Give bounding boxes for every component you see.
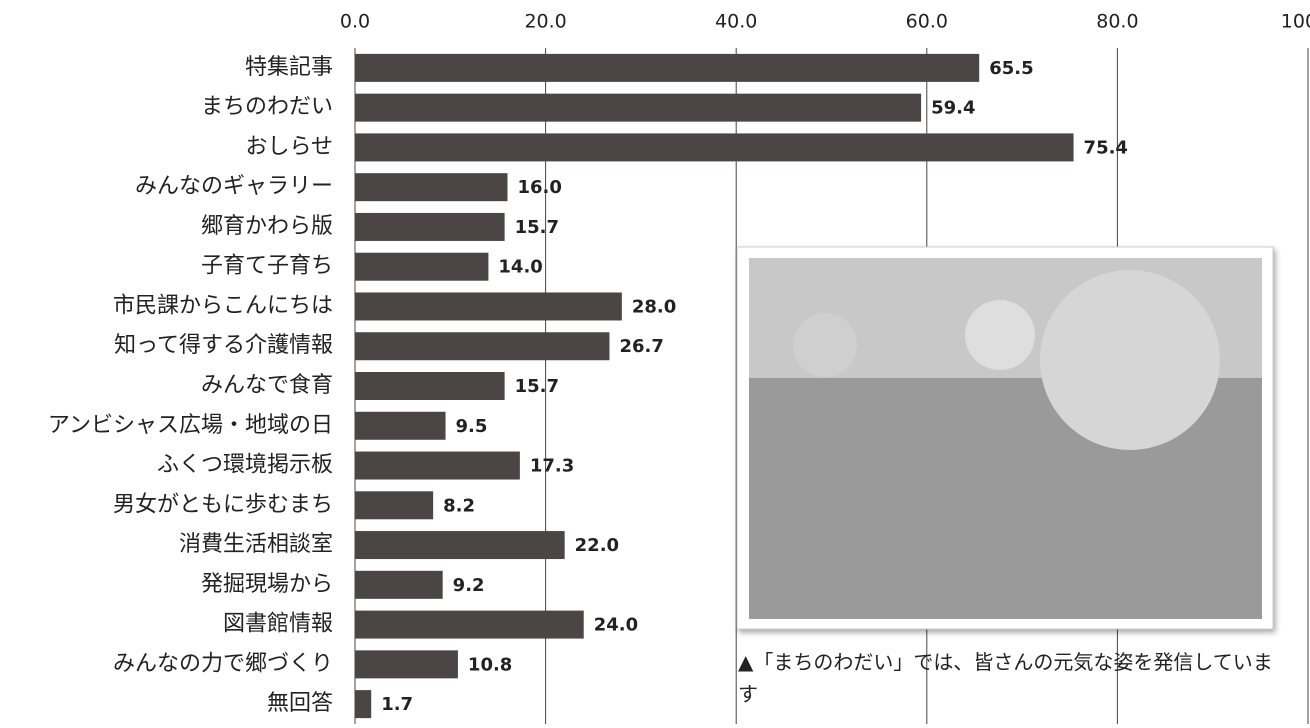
y-tick-label: アンビシャス広場・地域の日	[48, 413, 333, 438]
y-tick-label: 図書館情報	[223, 612, 333, 637]
x-tick-label: 40.0	[715, 11, 757, 33]
x-tick-label: 20.0	[524, 11, 566, 33]
value-label: 9.2	[453, 575, 485, 596]
y-tick-label: 市民課からこんにちは	[113, 293, 333, 318]
y-tick-label: みんなのギャラリー	[135, 174, 333, 199]
bar	[355, 411, 446, 440]
bar	[355, 372, 505, 400]
bar	[355, 53, 980, 82]
y-tick-label: 子育て子育ち	[201, 254, 333, 279]
value-label: 28.0	[632, 296, 676, 317]
bar	[355, 332, 610, 361]
value-label: 9.5	[456, 416, 488, 437]
bar	[355, 252, 489, 281]
bar	[355, 451, 520, 480]
bar	[355, 212, 505, 241]
value-label: 22.0	[575, 535, 619, 556]
x-tick-label: 100.0	[1281, 11, 1310, 33]
y-tick-label: 消費生活相談室	[179, 532, 333, 557]
y-tick-label: 特集記事	[245, 55, 333, 80]
photo-child	[793, 313, 857, 377]
bar	[355, 570, 443, 599]
bar	[355, 93, 922, 122]
value-label: 1.7	[381, 694, 413, 715]
y-tick-label: おしらせ	[245, 134, 333, 159]
y-tick-label: 郷育かわら版	[201, 214, 333, 239]
value-label: 17.3	[530, 456, 574, 477]
y-tick-label: 発掘現場から	[201, 572, 333, 597]
y-tick-label: ふくつ環境掲示板	[157, 453, 333, 478]
bar	[355, 173, 508, 202]
bar	[355, 610, 584, 639]
value-label: 16.0	[517, 177, 561, 198]
bar	[355, 650, 458, 679]
x-tick-label: 60.0	[906, 11, 948, 33]
bar	[355, 292, 622, 321]
bar	[355, 531, 565, 560]
photo-child	[965, 300, 1035, 370]
y-tick-label: 知って得する介護情報	[114, 333, 333, 358]
x-tick-label: 0.0	[340, 11, 370, 33]
bars: 特集記事 65.5 まちのわだい 59.4 おしらせ 75.4 みんなのギャラリー 16.0 郷…	[48, 53, 1128, 719]
bar	[355, 133, 1074, 162]
value-label: 24.0	[594, 615, 638, 636]
y-tick-label: まちのわだい	[201, 95, 333, 120]
bar	[355, 690, 372, 719]
value-label: 10.8	[468, 654, 512, 675]
photo-caption: ▲「まちのわだい」では、皆さんの元気な姿を発信しています	[738, 650, 1273, 706]
x-tick-label: 80.0	[1096, 11, 1138, 33]
value-label: 15.7	[515, 376, 559, 397]
photo-child	[1040, 270, 1220, 450]
value-label: 14.0	[498, 257, 542, 278]
y-tick-label: みんなで食育	[201, 373, 333, 398]
value-label: 75.4	[1084, 137, 1128, 158]
bar	[355, 491, 434, 520]
y-tick-label: みんなの力で郷づくり	[113, 651, 333, 676]
value-label: 8.2	[443, 495, 475, 516]
value-label: 26.7	[619, 336, 663, 357]
y-tick-label: 男女がともに歩むまち	[113, 492, 333, 517]
value-label: 15.7	[515, 217, 559, 238]
value-label: 65.5	[989, 58, 1033, 79]
y-tick-label: 無回答	[267, 691, 333, 716]
value-label: 59.4	[931, 98, 975, 119]
photo	[736, 246, 1274, 630]
